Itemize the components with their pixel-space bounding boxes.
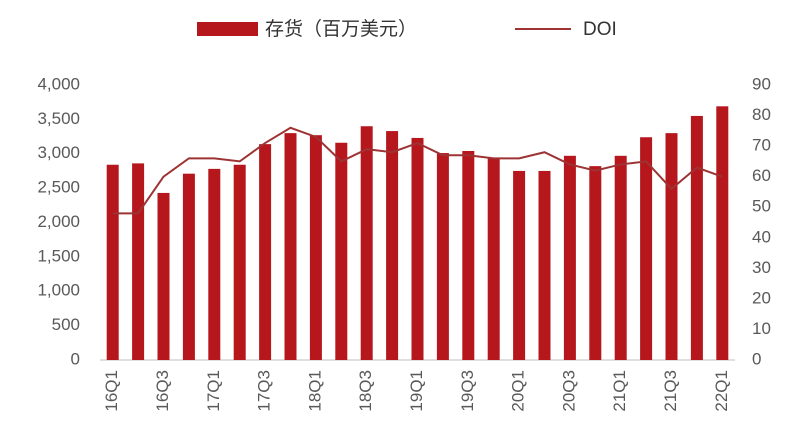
bar (259, 144, 272, 360)
bar (106, 164, 119, 360)
bar (716, 106, 729, 360)
bar (132, 163, 145, 360)
y2-tick-label: 20 (752, 288, 771, 307)
y-tick-label: 3,500 (37, 109, 80, 128)
bar (690, 115, 703, 360)
y-tick-label: 1,000 (37, 281, 80, 300)
x-tick-label: 19Q3 (458, 370, 477, 412)
legend-label: 存货（百万美元） (265, 18, 417, 40)
y-tick-label: 2,000 (37, 212, 80, 231)
legend-label: DOI (583, 19, 617, 40)
bar (360, 126, 373, 360)
y2-tick-label: 0 (752, 349, 761, 368)
bar (309, 135, 322, 360)
bar (640, 137, 653, 360)
bar (335, 142, 348, 360)
y-tick-label: 2,500 (37, 178, 80, 197)
bar (487, 157, 500, 360)
x-tick-label: 20Q1 (509, 370, 528, 412)
x-tick-label: 21Q3 (661, 370, 680, 412)
x-tick-label: 16Q3 (153, 370, 172, 412)
line (112, 126, 723, 215)
bar (411, 137, 424, 360)
y2-tick-label: 30 (752, 258, 771, 277)
y2-tick-label: 10 (752, 319, 771, 338)
x-tick-label: 18Q1 (305, 370, 324, 412)
bar (182, 173, 195, 360)
bar (157, 192, 170, 360)
bar (513, 170, 526, 360)
y2-tick-label: 90 (752, 74, 771, 93)
x-tick-label: 16Q1 (102, 370, 121, 412)
bar (614, 155, 627, 360)
y2-tick-label: 70 (752, 136, 771, 155)
y2-tick-label: 40 (752, 227, 771, 246)
bar (208, 168, 221, 360)
x-tick-label: 18Q3 (356, 370, 375, 412)
bar (563, 155, 576, 360)
y-tick-label: 3,000 (37, 143, 80, 162)
bar (436, 153, 449, 360)
y-tick-label: 1,500 (37, 246, 80, 265)
x-tick-label: 21Q1 (610, 370, 629, 412)
x-tick-label: 17Q3 (255, 370, 274, 412)
x-tick-label: 19Q1 (407, 370, 426, 412)
y-tick-label: 500 (52, 315, 80, 334)
bar (665, 133, 678, 360)
y-tick-label: 0 (71, 349, 80, 368)
y2-tick-label: 80 (752, 105, 771, 124)
x-tick-label: 22Q1 (712, 370, 731, 412)
y2-tick-label: 60 (752, 166, 771, 185)
x-tick-label: 20Q3 (559, 370, 578, 412)
bar (284, 133, 297, 360)
x-tick-label: 17Q1 (204, 370, 223, 412)
y2-tick-label: 50 (752, 197, 771, 216)
bar (233, 164, 246, 360)
bar (589, 166, 602, 360)
legend-swatch (197, 22, 258, 36)
bar (462, 151, 475, 360)
y-tick-label: 4,000 (37, 74, 80, 93)
bar (386, 131, 399, 360)
bar (538, 170, 551, 360)
